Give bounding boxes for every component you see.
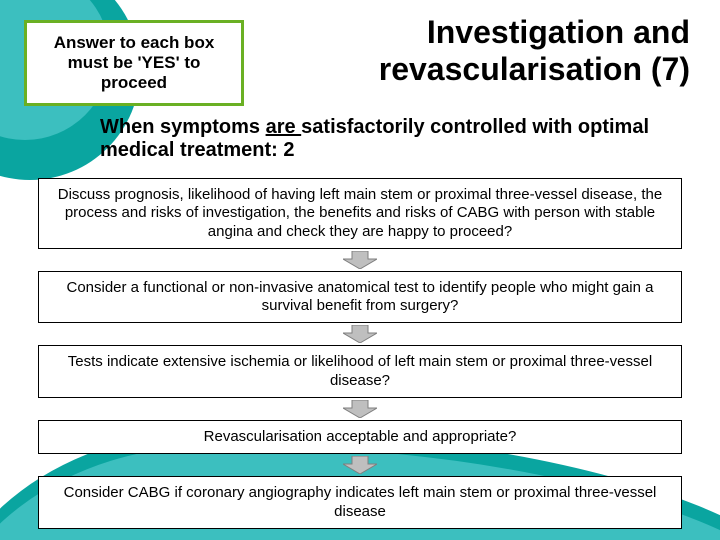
arrow-down-icon bbox=[343, 456, 377, 474]
flow-step: Tests indicate extensive ischemia or lik… bbox=[38, 345, 682, 398]
flow-step: Discuss prognosis, likelihood of having … bbox=[38, 178, 682, 249]
subtitle: When symptoms are satisfactorily control… bbox=[100, 116, 680, 162]
subtitle-are: are bbox=[266, 116, 302, 138]
subtitle-pre: When symptoms bbox=[100, 116, 266, 138]
arrow-down-icon bbox=[343, 251, 377, 269]
flow-step: Revascularisation acceptable and appropr… bbox=[38, 420, 682, 454]
flow-step: Consider CABG if coronary angiography in… bbox=[38, 476, 682, 529]
arrow-down-icon bbox=[343, 325, 377, 343]
page-title: Investigation and revascularisation (7) bbox=[290, 14, 690, 88]
arrow-down-icon bbox=[343, 400, 377, 418]
slide: Answer to each box must be 'YES' to proc… bbox=[0, 0, 720, 540]
yes-callout-box: Answer to each box must be 'YES' to proc… bbox=[24, 20, 244, 106]
flow-step: Consider a functional or non-invasive an… bbox=[38, 271, 682, 324]
flowchart: Discuss prognosis, likelihood of having … bbox=[38, 178, 682, 529]
